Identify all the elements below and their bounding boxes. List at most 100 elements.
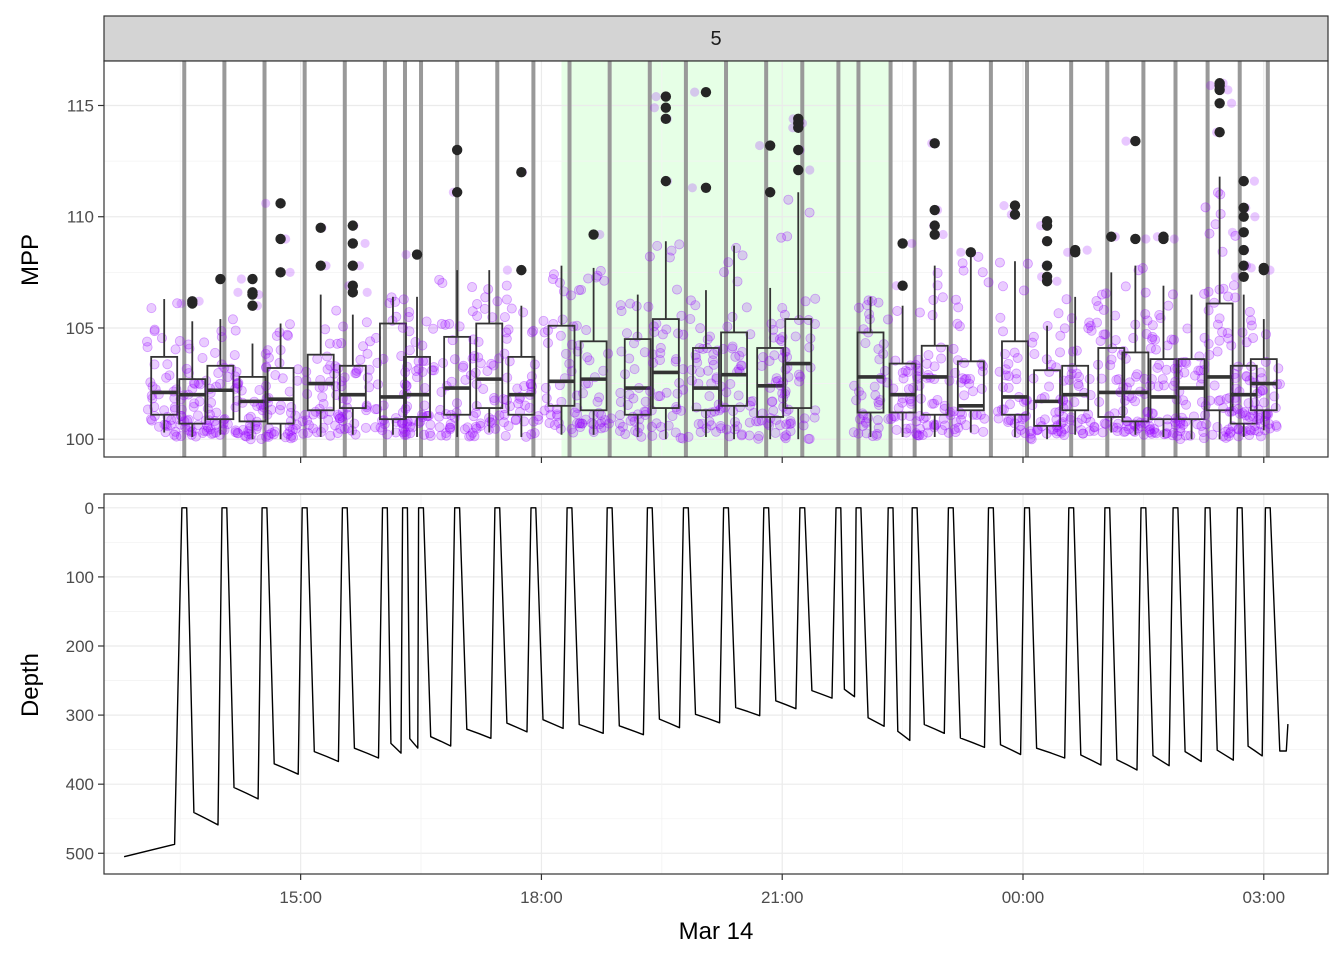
mpp-point [149,324,160,335]
mpp-point [1128,425,1139,436]
mpp-point [1147,331,1158,342]
mpp-point [1195,365,1206,376]
mpp-point [914,430,925,441]
depth-panel-border [103,493,1329,875]
mpp-point [913,430,924,441]
mpp-point [1003,358,1014,369]
mpp-panel: 100 105 110 115 MPP [17,60,1329,463]
boxplot-group [330,220,376,440]
mpp-point [1200,410,1211,421]
mpp-point [469,431,480,442]
mpp-point [526,429,537,440]
mpp-point [274,327,285,338]
mpp-point [149,411,160,422]
mpp-point [870,390,881,401]
mpp-point [1059,323,1070,334]
mpp-point [1071,368,1082,379]
mpp-point [334,411,345,422]
mpp-point [269,426,280,437]
boxplot-outlier [929,204,940,216]
mpp-point [210,347,221,358]
mpp-point [639,406,650,417]
mpp-point [580,414,591,425]
mpp-point [261,198,271,208]
boxplot-outlier [215,273,226,285]
boxplot-box [1061,364,1090,412]
mpp-point [1056,426,1067,437]
mpp-point [142,336,153,347]
mpp-point [229,350,240,361]
mpp-point [1230,272,1241,282]
mpp-point [795,371,806,382]
depth-y-tick-label: 0 [85,499,94,518]
boxplot-outlier [247,273,258,285]
boxplot-outlier [1214,126,1225,138]
boxplot-outlier [965,247,977,258]
mpp-point [436,430,447,441]
mpp-point [693,419,704,430]
mpp-point [648,321,659,332]
mpp-point [965,373,976,384]
mpp-point [1209,380,1220,391]
mpp-point [230,427,241,438]
mpp-point [956,247,966,257]
boxplot-box [1149,358,1178,421]
boxplot-group [913,138,956,441]
mpp-point [1181,399,1192,410]
mpp-point [959,390,970,401]
mpp-point [503,324,514,335]
mpp-point [170,404,181,415]
mpp-point [1212,319,1223,330]
mpp-point [631,301,642,312]
mpp-point [768,405,779,416]
boxplot-box [720,331,748,407]
mpp-point [391,311,402,322]
mpp-point [320,324,331,335]
mpp-point [1029,348,1040,359]
mpp-point [1078,428,1089,439]
mpp-point [1204,395,1215,406]
depth-y-axis-title: Depth [17,653,44,717]
mpp-point [1199,288,1210,299]
x-tick-label: 21:00 [761,888,804,907]
boxplot-outlier [1214,98,1225,109]
mpp-point [621,328,632,339]
mpp-point [318,398,329,409]
mpp-point [1258,397,1269,408]
mpp-point [332,338,343,349]
mpp-point [1212,346,1223,357]
mpp-point [290,423,301,434]
mpp-point [872,428,883,439]
mpp-point [413,363,424,374]
mpp-point [1140,309,1151,320]
mpp-point [335,423,346,434]
mpp-point [372,379,383,390]
mpp-point [1154,309,1165,320]
mpp-point [977,267,988,278]
boxplot-outlier [1238,244,1249,256]
boxplot-outlier [660,175,672,187]
mpp-point [1226,406,1237,417]
mpp-point [1260,416,1271,427]
boxplot-outlier [793,113,804,125]
mpp-point [160,427,171,438]
mpp-point [1016,424,1027,435]
boxplot-outlier [1130,233,1141,245]
mpp-point [1137,263,1148,274]
mpp-point [334,413,345,424]
mpp-point [905,423,916,434]
mpp-point [1167,430,1178,441]
mpp-point [1128,333,1139,344]
mpp-point [1249,176,1259,186]
mpp-point [931,419,942,430]
mpp-point [782,352,793,363]
mpp-point [492,296,503,307]
mpp-point [186,427,197,438]
mpp-point [1169,234,1179,244]
mpp-point [551,409,562,420]
mpp-point [1073,378,1084,389]
mpp-point [475,420,486,431]
mpp-point [1244,424,1255,435]
mpp-point [676,310,687,321]
mpp-point [502,265,512,275]
